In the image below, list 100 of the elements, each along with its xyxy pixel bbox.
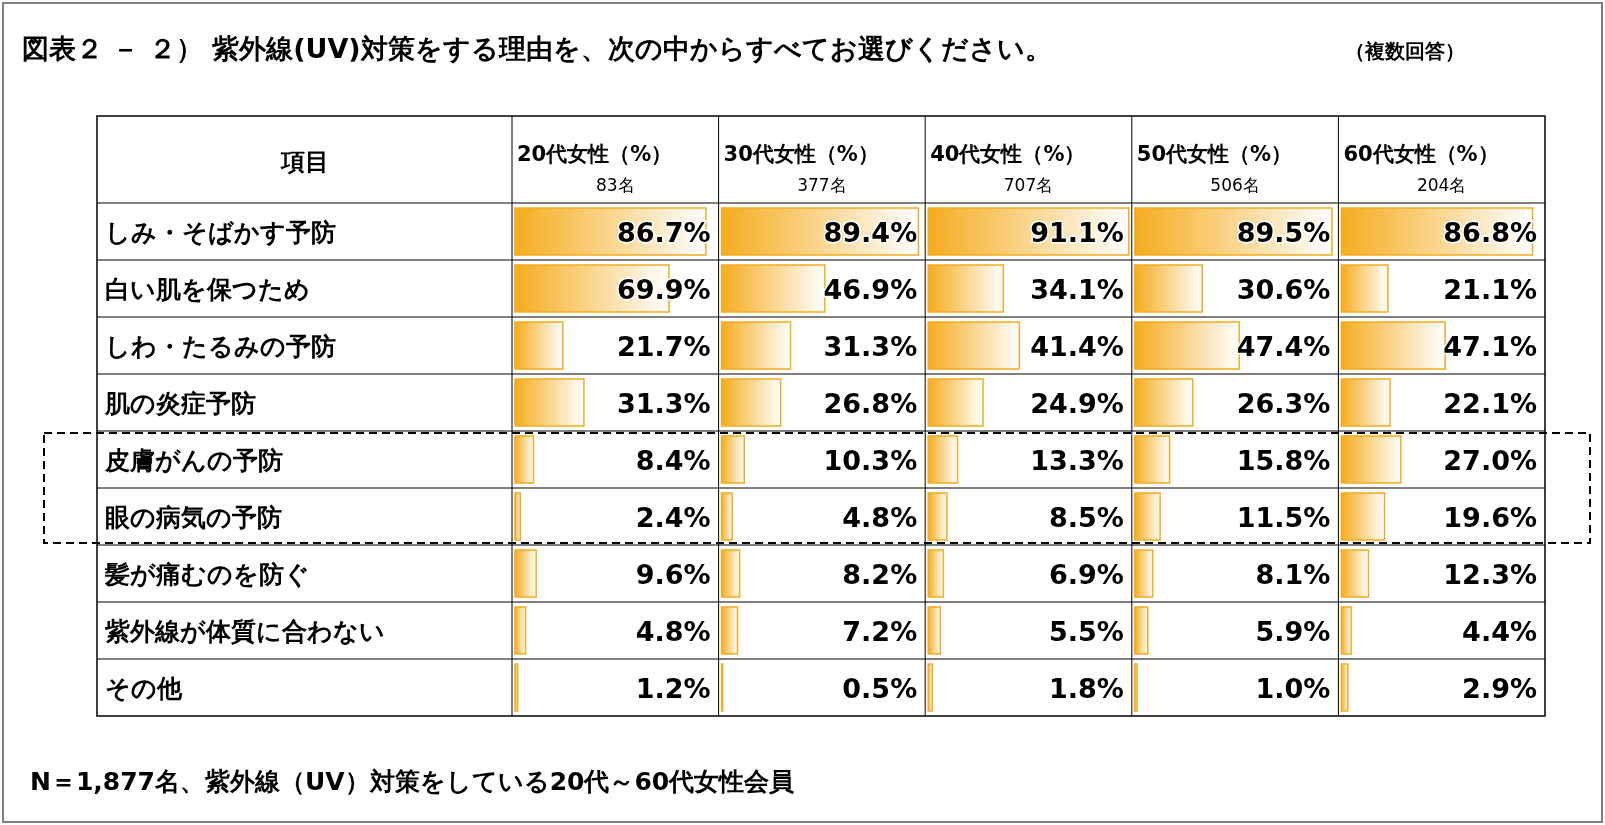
bar	[514, 549, 537, 598]
data-label: 21.1%	[1443, 273, 1537, 305]
data-label: 13.3%	[1030, 444, 1124, 476]
bar	[720, 606, 739, 655]
bar	[1340, 378, 1391, 427]
text: 項目	[279, 148, 329, 176]
data-label: 8.2%	[842, 558, 918, 590]
data-label: 10.3%	[823, 444, 918, 476]
data-label: 4.8%	[635, 615, 711, 647]
chart-title: 20代女性（%）	[517, 142, 673, 166]
data-label: 6.9%	[1048, 558, 1124, 590]
data-label: 30.6%	[1236, 273, 1331, 305]
bar	[514, 492, 522, 541]
bar	[720, 321, 792, 370]
data-label: 5.5%	[1048, 615, 1124, 647]
data-label: 1.8%	[1048, 672, 1124, 704]
bar	[1134, 435, 1171, 484]
bar	[720, 435, 746, 484]
bar	[514, 435, 535, 484]
bar	[720, 264, 826, 313]
data-label: 15.8%	[1236, 444, 1331, 476]
bar	[927, 264, 1005, 313]
bar	[514, 663, 519, 712]
bar	[927, 549, 945, 598]
data-label: 8.1%	[1255, 558, 1331, 590]
bar	[1340, 321, 1446, 370]
bar	[514, 321, 564, 370]
data-label: 89.5%	[1236, 216, 1331, 248]
data-label: 22.1%	[1443, 387, 1537, 419]
bar	[1340, 606, 1352, 655]
bar	[927, 606, 942, 655]
bar	[927, 435, 959, 484]
bar	[514, 606, 527, 655]
chart-subtitle: 204名	[1416, 175, 1467, 195]
bar	[927, 663, 933, 712]
chart-title: 30代女性（%）	[723, 142, 879, 166]
chart-title: 50代女性（%）	[1136, 142, 1293, 166]
data-label: 1.0%	[1255, 672, 1331, 704]
bar	[720, 378, 782, 427]
data-label: 26.8%	[823, 387, 918, 419]
data-label: 1.2%	[635, 672, 711, 704]
bar	[927, 321, 1021, 370]
y-tick-label: しみ・そばかす予防	[105, 217, 336, 247]
y-tick-label: 肌の炎症予防	[104, 388, 256, 418]
y-tick-label: 髪が痛むのを防ぐ	[104, 559, 310, 589]
bar	[927, 378, 984, 427]
data-label: 34.1%	[1030, 273, 1124, 305]
data-label: 8.5%	[1048, 501, 1124, 533]
chart-subtitle: 377名	[797, 175, 847, 195]
bar	[514, 378, 585, 427]
bar	[720, 492, 733, 541]
data-label: 2.4%	[635, 501, 711, 533]
data-label: 7.2%	[842, 615, 918, 647]
bar	[1134, 321, 1240, 370]
y-tick-label: しわ・たるみの予防	[105, 331, 336, 361]
data-label: 11.5%	[1236, 501, 1331, 533]
bar	[1340, 435, 1402, 484]
data-label: 0.5%	[842, 672, 918, 704]
data-label: 41.4%	[1030, 330, 1124, 362]
data-label: 4.8%	[842, 501, 918, 533]
bar	[1134, 492, 1161, 541]
y-tick-label: 紫外線が体質に合わない	[104, 616, 385, 646]
data-label: 5.9%	[1255, 615, 1331, 647]
bar	[927, 492, 948, 541]
data-label: 9.6%	[635, 558, 711, 590]
y-tick-label: その他	[105, 673, 183, 703]
bar	[1340, 663, 1349, 712]
y-tick-label: 皮膚がんの予防	[104, 445, 283, 475]
text: 図表２ － ２） 紫外線(UV)対策をする理由を、次の中からすべてお選びください。	[22, 33, 1052, 64]
data-label: 2.9%	[1462, 672, 1537, 704]
data-label: 21.7%	[616, 330, 711, 362]
data-label: 31.3%	[616, 387, 711, 419]
bar	[1340, 549, 1370, 598]
y-tick-label: 眼の病気の予防	[105, 502, 282, 532]
bar	[1134, 378, 1194, 427]
data-label: 19.6%	[1443, 501, 1537, 533]
data-label: 26.3%	[1236, 387, 1331, 419]
bar	[1134, 606, 1149, 655]
data-label: 24.9%	[1030, 387, 1124, 419]
chart-subtitle: 506名	[1210, 175, 1260, 195]
bar	[1134, 264, 1203, 313]
data-label: 91.1%	[1030, 216, 1124, 248]
data-label: 8.4%	[635, 444, 711, 476]
data-label: 4.4%	[1462, 615, 1537, 647]
data-label: 27.0%	[1443, 444, 1537, 476]
chart-title: 60代女性（%）	[1343, 142, 1499, 166]
data-label: 12.3%	[1443, 558, 1537, 590]
data-label: 86.7%	[616, 216, 711, 248]
bar	[1134, 663, 1138, 712]
chart-subtitle: 707名	[1003, 175, 1054, 195]
data-label: 31.3%	[823, 330, 918, 362]
bar	[1340, 264, 1389, 313]
chart-title: 40代女性（%）	[930, 142, 1086, 166]
chart-subtitle: 83名	[595, 175, 635, 195]
text: （複数回答）	[1345, 39, 1465, 63]
bar	[720, 549, 741, 598]
bar	[1340, 492, 1386, 541]
data-label: 89.4%	[823, 216, 918, 248]
y-tick-label: 白い肌を保つため	[105, 274, 310, 304]
text: N＝1,877名、紫外線（UV）対策をしている20代～60代女性会員	[30, 767, 795, 796]
